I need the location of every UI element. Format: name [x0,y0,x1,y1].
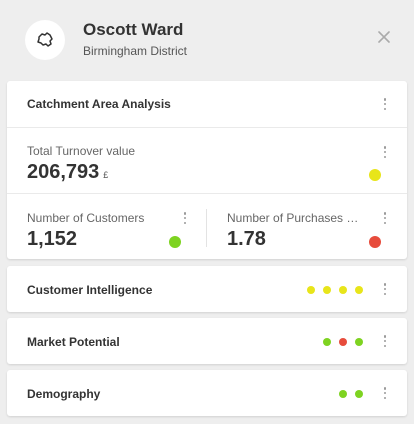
indicator-dot [339,338,347,346]
indicator-dot [339,390,347,398]
customers-value: 1,152 [27,228,78,250]
customer-intelligence-menu-button[interactable] [379,282,391,296]
indicator-dot [355,286,363,294]
demography-title: Demography [27,387,101,401]
market-potential-menu-button[interactable] [379,334,391,348]
customers-menu-button[interactable] [179,211,191,225]
customer-intelligence-title: Customer Intelligence [27,283,153,297]
purchases-value: 1.78 [227,228,266,250]
demography-menu-button[interactable] [379,386,391,400]
turnover-status-dot [369,169,381,181]
purchases-status-dot [369,236,381,248]
divider [206,209,207,247]
purchases-label: Number of Purchases p... [227,211,362,225]
divider [7,193,407,194]
customer-intelligence-card[interactable]: Customer Intelligence [7,266,407,312]
panel-header: Oscott Ward Birmingham District [0,0,414,80]
region-map-icon [37,32,53,47]
close-icon [378,31,390,43]
region-avatar [25,20,65,60]
indicator-dot [355,390,363,398]
ward-title: Oscott Ward [83,20,184,39]
turnover-value: 206,793 £ [27,161,108,184]
catchment-card: Catchment Area Analysis Total Turnover v… [7,81,407,259]
district-subtitle: Birmingham District [83,44,188,58]
turnover-number: 206,793 [27,161,100,183]
turnover-unit: £ [103,170,109,180]
indicator-dot [323,338,331,346]
indicator-dot [307,286,315,294]
market-potential-card[interactable]: Market Potential [7,318,407,364]
catchment-menu-button[interactable] [379,97,391,111]
customer-intelligence-indicators [307,286,363,294]
market-potential-indicators [323,338,363,346]
demography-indicators [339,390,363,398]
customers-status-dot [169,236,181,248]
purchases-menu-button[interactable] [379,211,391,225]
close-button[interactable] [376,29,392,45]
divider [7,127,407,128]
demography-card[interactable]: Demography [7,370,407,416]
turnover-label: Total Turnover value [27,144,136,158]
customers-label: Number of Customers [27,211,145,225]
catchment-title: Catchment Area Analysis [27,97,171,111]
market-potential-title: Market Potential [27,335,120,349]
indicator-dot [355,338,363,346]
indicator-dot [339,286,347,294]
indicator-dot [323,286,331,294]
turnover-menu-button[interactable] [379,145,391,159]
